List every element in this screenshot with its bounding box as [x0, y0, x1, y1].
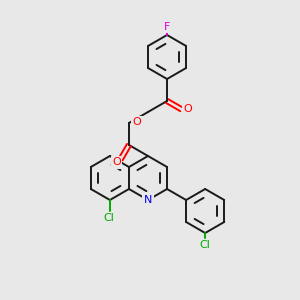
Text: Cl: Cl — [200, 240, 211, 250]
Text: O: O — [133, 117, 141, 127]
Text: N: N — [144, 195, 152, 205]
Text: O: O — [183, 104, 192, 114]
Text: F: F — [164, 22, 170, 32]
Text: O: O — [112, 157, 121, 167]
Text: Cl: Cl — [103, 213, 114, 223]
